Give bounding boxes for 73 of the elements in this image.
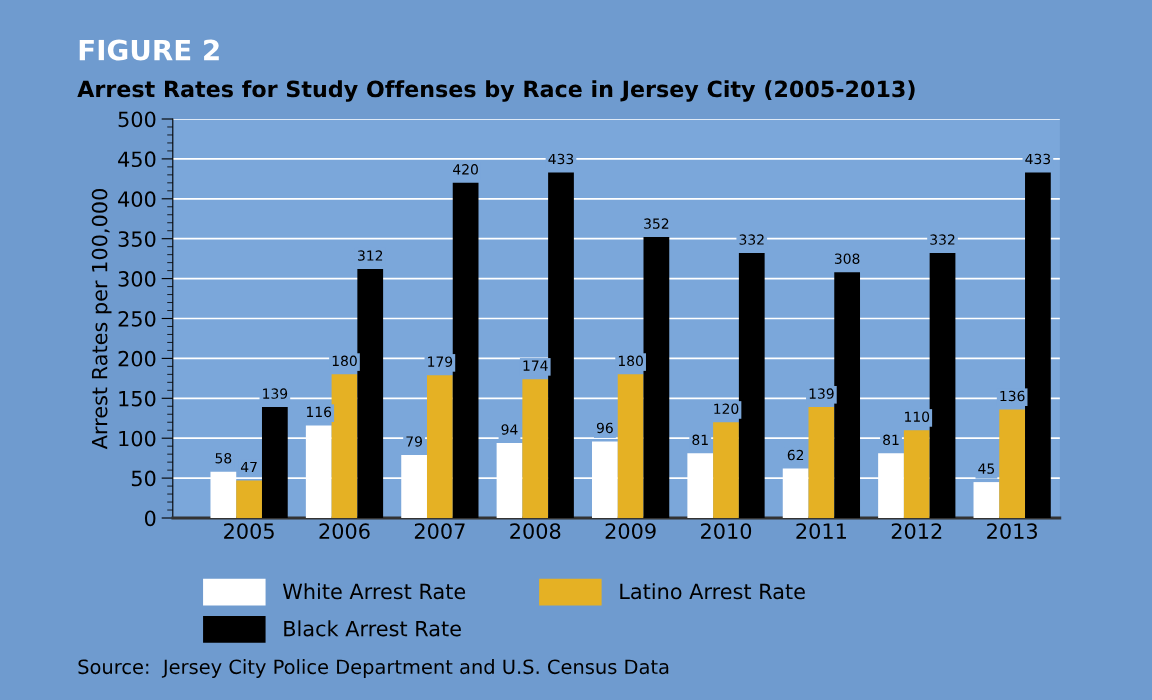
data-label: 94: [501, 424, 518, 435]
y-axis-title: Arrest Rates per 100,000: [91, 189, 112, 450]
bar: [903, 430, 930, 518]
legend-label: Black Arrest Rate: [284, 620, 461, 637]
data-label: 180: [618, 355, 643, 367]
bar: [426, 375, 453, 518]
bar: [357, 269, 384, 518]
data-label: 139: [809, 388, 834, 399]
bar: [522, 379, 549, 518]
y-tick-label: 500: [118, 111, 156, 128]
y-tick-label: 200: [118, 350, 156, 367]
y-tick-label: 0: [144, 510, 156, 527]
x-tick-label: 2005: [224, 523, 274, 539]
bar: [331, 374, 358, 518]
bar: [236, 480, 262, 518]
bar: [738, 253, 765, 518]
x-tick-label: 2011: [796, 523, 846, 539]
chart-title: FIGURE 2: [79, 39, 219, 61]
chart-subtitle: Arrest Rates for Study Offenses by Race in Jersey City (2005-2013): [77, 80, 915, 102]
data-label: 312: [358, 250, 383, 261]
data-label: 332: [739, 234, 764, 245]
y-tick-label: 150: [119, 390, 156, 407]
bar: [834, 272, 861, 518]
y-tick-label: 450: [118, 151, 156, 168]
data-label: 433: [548, 153, 574, 165]
data-label: 174: [523, 360, 548, 371]
x-tick-label: 2006: [319, 523, 370, 539]
x-tick-label: 2008: [510, 523, 561, 539]
x-tick-label: 2009: [605, 523, 656, 539]
bar: [261, 407, 288, 518]
bar: [713, 422, 739, 518]
data-label: 96: [596, 422, 613, 434]
bar: [643, 237, 670, 518]
bar: [548, 172, 574, 518]
x-tick-label: 2010: [701, 523, 752, 539]
bar: [929, 253, 956, 518]
data-label: 45: [978, 463, 995, 474]
y-tick-label: 400: [118, 191, 156, 208]
data-label: 180: [332, 355, 357, 367]
bar: [808, 407, 835, 518]
data-label: 433: [1025, 153, 1051, 165]
bar: [1025, 172, 1051, 518]
y-tick-label: 50: [131, 470, 156, 487]
data-label: 81: [692, 434, 708, 446]
data-label: 308: [834, 253, 860, 264]
data-label: 110: [905, 411, 930, 422]
data-label: 420: [453, 164, 478, 175]
y-tick-label: 350: [118, 231, 156, 247]
data-label: 139: [263, 388, 288, 399]
data-label: 79: [406, 436, 422, 447]
data-label: 62: [787, 449, 804, 461]
data-label: 332: [930, 234, 955, 245]
y-tick-label: 100: [119, 430, 156, 447]
data-label: 136: [1000, 390, 1025, 402]
data-label: 116: [307, 406, 332, 418]
x-tick-label: 2013: [987, 523, 1037, 539]
data-label: 120: [714, 403, 739, 414]
x-tick-label: 2012: [891, 523, 942, 539]
data-label: 58: [215, 452, 232, 464]
data-label: 352: [644, 218, 669, 229]
legend-label: White Arrest Rate: [282, 583, 466, 600]
data-label: 47: [240, 461, 257, 473]
y-tick-label: 250: [118, 310, 156, 327]
bar: [452, 182, 479, 518]
data-label: 81: [883, 434, 899, 446]
legend-label: Latino Arrest Rate: [620, 583, 805, 600]
data-label: 179: [428, 356, 453, 367]
source-note: Source: Jersey City Police Department and U.S. Census Data: [78, 659, 669, 678]
bar: [617, 374, 644, 518]
bar: [973, 482, 1000, 518]
y-tick-label: 300: [118, 271, 156, 287]
bar: [999, 409, 1026, 518]
x-tick-label: 2007: [414, 523, 465, 539]
